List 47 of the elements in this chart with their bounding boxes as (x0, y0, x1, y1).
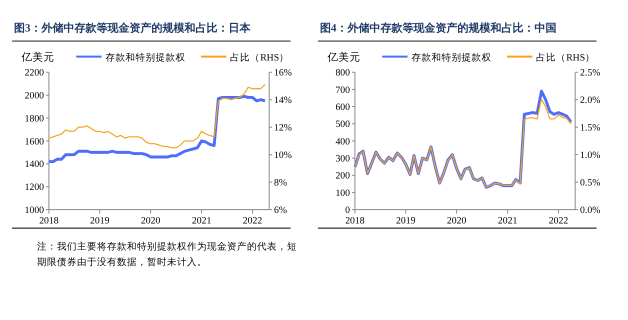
chart-title: 图4：外储中存款等现金资产的规模和占比：中国 (320, 21, 556, 34)
y2-tick-label: 0.0% (580, 205, 600, 216)
y2-tick-label: 2.0% (580, 95, 600, 106)
y2-tick-label: 6% (274, 205, 288, 216)
legend-label: 占比（RHS） (536, 52, 596, 64)
y2-tick-label: 8% (274, 178, 288, 189)
x-tick-label: 2020 (446, 215, 466, 226)
text: 注：我们主要将存款和特别提款权作为现金资产的代表，短期限债券由于没有数据，暂时未计入。 (37, 240, 298, 268)
y2-tick-label: 0.5% (580, 178, 600, 189)
y2-tick-label: 14% (274, 95, 292, 106)
x-tick-label: 2018 (345, 215, 365, 226)
y-tick-label: 600 (335, 102, 350, 114)
x-tick-label: 2019 (396, 215, 416, 226)
y2-tick-label: 12% (274, 122, 292, 134)
y-axis-title: 亿美元 (20, 50, 55, 64)
legend-label: 存款和特别提款权 (411, 52, 492, 64)
y-tick-label: 800 (335, 68, 350, 79)
y-tick-label: 1000 (24, 205, 44, 216)
legend-label: 占比（RHS） (230, 52, 290, 64)
y-tick-label: 0 (345, 205, 350, 216)
y-tick-label: 2200 (24, 68, 44, 79)
y2-tick-label: 1.5% (580, 122, 600, 134)
y-tick-label: 1800 (24, 113, 44, 124)
y2-tick-label: 2.5% (580, 68, 600, 79)
x-tick-label: 2019 (90, 215, 110, 226)
x-tick-label: 2018 (39, 215, 59, 226)
y-tick-label: 200 (335, 170, 350, 182)
y2-tick-label: 16% (274, 68, 292, 79)
x-tick-label: 2021 (192, 215, 212, 226)
x-tick-label: 2020 (140, 215, 160, 226)
y-tick-label: 300 (335, 154, 350, 165)
y-tick-label: 1200 (24, 182, 44, 194)
y-tick-label: 2000 (24, 90, 44, 102)
y-tick-label: 700 (335, 84, 350, 96)
y-tick-label: 100 (335, 188, 350, 199)
y-axis-title: 亿美元 (326, 50, 361, 64)
y2-tick-label: 1.0% (580, 150, 600, 162)
legend-label: 存款和特别提款权 (105, 52, 186, 64)
y-tick-label: 1600 (24, 136, 44, 148)
y-tick-label: 400 (335, 136, 350, 148)
x-tick-label: 2022 (242, 215, 262, 226)
y-tick-label: 500 (335, 119, 350, 130)
x-tick-label: 2022 (548, 215, 568, 226)
x-tick-label: 2021 (498, 215, 518, 226)
chart-title: 图3：外储中存款等现金资产的规模和占比：日本 (14, 21, 252, 34)
y2-tick-label: 10% (274, 150, 292, 162)
y-tick-label: 1400 (24, 159, 44, 170)
